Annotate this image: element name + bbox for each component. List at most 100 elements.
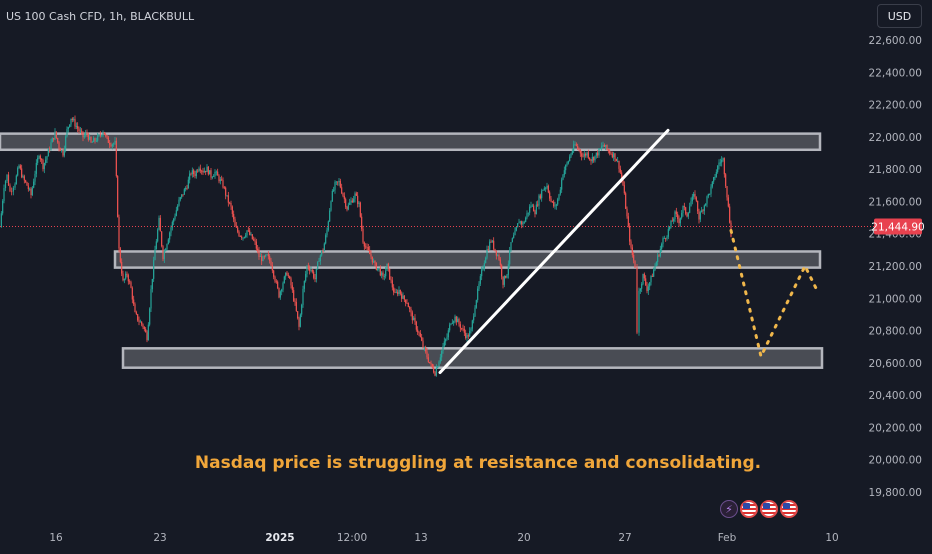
- candle: [661, 242, 663, 252]
- candle: [502, 276, 504, 289]
- lightning-icon[interactable]: ⚡: [720, 500, 738, 518]
- candle: [522, 220, 524, 228]
- candle: [113, 142, 115, 147]
- candle: [166, 243, 168, 251]
- candle: [201, 169, 203, 175]
- candle: [238, 230, 240, 237]
- annotation-text: Nasdaq price is struggling at resistance…: [195, 453, 761, 473]
- candle: [437, 365, 439, 369]
- candle: [566, 161, 568, 167]
- us-flag-icon[interactable]: [760, 500, 778, 518]
- candle: [681, 210, 683, 220]
- candle: [95, 137, 97, 143]
- candle: [239, 235, 241, 238]
- zones-layer: [0, 132, 824, 369]
- candle: [539, 193, 541, 200]
- candle: [514, 227, 516, 236]
- candle: [77, 122, 79, 133]
- candle: [671, 217, 673, 222]
- candle: [426, 348, 428, 360]
- candle: [726, 186, 728, 201]
- candle: [482, 265, 484, 271]
- candle: [645, 275, 647, 286]
- candle: [714, 173, 716, 181]
- zone-2[interactable]: [113, 250, 822, 269]
- candle: [598, 147, 600, 158]
- candle: [727, 194, 729, 208]
- candle: [382, 270, 384, 280]
- candle: [165, 247, 167, 252]
- candle: [182, 194, 184, 197]
- candle: [670, 219, 672, 229]
- candle: [133, 295, 135, 306]
- candle: [555, 203, 557, 210]
- candle: [301, 303, 303, 318]
- candle: [107, 135, 109, 144]
- candle: [499, 257, 501, 268]
- candle: [126, 271, 128, 278]
- candle: [73, 117, 75, 122]
- candle: [690, 197, 692, 207]
- candle: [678, 215, 680, 227]
- candle: [291, 282, 293, 293]
- x-axis[interactable]: 16 23 2025 12:00 13 20 27 Feb 10: [49, 532, 838, 544]
- candle: [230, 200, 232, 210]
- candle: [383, 273, 385, 281]
- candle: [493, 237, 495, 251]
- candle: [141, 321, 143, 327]
- price-tag-background: [874, 218, 922, 235]
- candle: [54, 128, 56, 141]
- candle: [331, 189, 333, 202]
- candle: [275, 279, 277, 284]
- candle: [507, 260, 509, 279]
- us-flag-icon[interactable]: [740, 500, 758, 518]
- x-tick-label: 2025: [265, 532, 294, 544]
- trendline[interactable]: [438, 128, 670, 375]
- y-axis[interactable]: 19,800.00 20,000.00 20,200.00 20,400.00 20,6…: [869, 35, 922, 499]
- candle: [411, 310, 413, 324]
- candle: [105, 132, 107, 138]
- candle: [47, 148, 49, 157]
- candle: [267, 251, 269, 260]
- us-flag-icon[interactable]: [780, 500, 798, 518]
- candle: [406, 299, 408, 304]
- candle: [337, 181, 339, 186]
- price-tag-value: 21,444.90: [871, 221, 924, 233]
- zone-1[interactable]: [0, 132, 822, 152]
- candle: [469, 327, 471, 337]
- candle: [193, 168, 195, 178]
- candle: [605, 144, 607, 151]
- candle: [586, 151, 588, 158]
- candle: [17, 166, 19, 177]
- candle: [281, 288, 283, 296]
- candle: [483, 260, 485, 272]
- candle: [283, 275, 285, 284]
- candle: [513, 232, 515, 239]
- candle: [694, 190, 696, 200]
- candle: [485, 256, 487, 264]
- zone-3[interactable]: [121, 347, 824, 369]
- candle: [93, 136, 95, 143]
- candle: [685, 206, 687, 216]
- candle: [721, 156, 723, 167]
- candle: [658, 253, 660, 257]
- candle: [487, 245, 489, 251]
- candle: [521, 220, 523, 229]
- candle: [523, 220, 525, 224]
- candle: [666, 235, 668, 241]
- candle: [421, 333, 423, 342]
- candle: [354, 191, 356, 203]
- candle: [233, 210, 235, 223]
- candle: [590, 158, 592, 165]
- candle: [701, 206, 703, 213]
- candle: [83, 132, 85, 139]
- candle: [515, 226, 517, 232]
- candle: [385, 266, 387, 279]
- candle: [441, 350, 443, 362]
- projection-path[interactable]: [729, 228, 819, 361]
- currency-button[interactable]: USD: [877, 4, 922, 28]
- symbol-title: US 100 Cash CFD, 1h, BLACKBULL: [6, 10, 195, 23]
- candle: [454, 314, 456, 324]
- candle: [86, 129, 88, 137]
